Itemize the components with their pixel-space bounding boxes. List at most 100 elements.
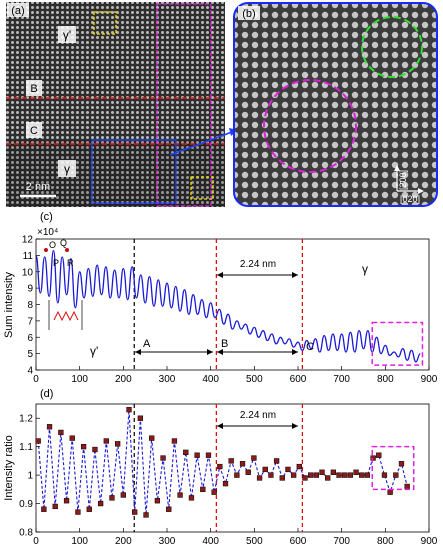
- data-point: [149, 435, 155, 441]
- data-point: [393, 472, 399, 478]
- data-point: [188, 495, 195, 501]
- y-tick-label: 6: [27, 333, 33, 344]
- data-point: [285, 466, 291, 473]
- panel-d: (d) 0.8 0.9 1 1.1 1.2 0 100 200 300 400 500 600 700…: [3, 388, 438, 547]
- point-p-label: P: [53, 258, 59, 268]
- direction-vertical-label: [2̄00]: [398, 170, 408, 190]
- region-a-label: A: [143, 338, 151, 350]
- phase-label-bottom-box: [58, 160, 76, 177]
- data-point: [177, 492, 183, 498]
- data-point: [137, 415, 144, 421]
- data-point: [115, 441, 121, 447]
- data-point: [279, 475, 285, 481]
- scale-bar-label: 2 nm: [26, 181, 50, 193]
- panel-a: (a) γ' γ B C 2 nm: [6, 2, 238, 207]
- data-point: [132, 509, 138, 515]
- y-tick-label: 5: [27, 349, 33, 360]
- x-tick-label: 300: [159, 536, 176, 547]
- data-point: [398, 461, 405, 467]
- phase-label-top-box: [58, 26, 76, 43]
- data-point: [319, 469, 325, 475]
- arrow-a-left: [135, 349, 141, 355]
- marker-c-box: [26, 122, 42, 138]
- data-point: [262, 466, 268, 473]
- panel-c-span: 2.24 nm: [217, 259, 298, 278]
- data-point: [381, 472, 388, 478]
- panel-a-label: (a): [11, 5, 24, 17]
- panel-c-y-ticks: 4 5 6 7 8 9 10 11 12: [22, 235, 40, 377]
- data-point: [273, 458, 280, 464]
- data-point: [80, 444, 87, 450]
- x-tick-label: 100: [71, 374, 88, 385]
- y-tick-label: 1.2: [19, 414, 33, 425]
- point-q-label: Q: [60, 238, 67, 248]
- green-circle: [361, 16, 423, 78]
- panel-d-axes: [35, 403, 430, 533]
- direction-arrow-up-head: [394, 165, 400, 171]
- data-point: [228, 458, 234, 464]
- marker-b-box: [26, 80, 42, 96]
- panel-b-label: (b): [242, 8, 255, 20]
- data-point: [336, 472, 342, 478]
- data-point: [194, 452, 200, 458]
- data-point: [347, 472, 354, 478]
- panel-c-multiplier: ×10⁴: [37, 227, 58, 238]
- data-point: [171, 438, 178, 444]
- data-point: [126, 407, 132, 413]
- x-tick-label: 400: [202, 536, 219, 547]
- data-point: [222, 480, 229, 487]
- data-point: [52, 503, 58, 510]
- data-point: [41, 506, 47, 512]
- data-point: [359, 472, 365, 478]
- data-point: [160, 455, 166, 461]
- x-tick-label: 800: [377, 374, 394, 385]
- x-tick-label: 0: [33, 374, 39, 385]
- panel-b-image: [233, 2, 438, 207]
- data-point: [251, 455, 257, 461]
- panel-a-label-box: [7, 3, 29, 17]
- data-point: [166, 506, 172, 512]
- y-tick-label: 8: [27, 300, 33, 311]
- point-r-label: R: [67, 258, 74, 268]
- data-point: [120, 492, 126, 498]
- data-point: [205, 452, 212, 458]
- panel-c-ylabel: Sum intensity: [3, 271, 15, 338]
- region-b-label: B: [221, 338, 228, 350]
- point-o-label: O: [49, 240, 56, 250]
- y-tick-label: 1: [27, 471, 33, 482]
- data-point: [69, 435, 75, 441]
- panel-b: (b) [2̄00] [020]: [233, 2, 438, 207]
- panel-d-series: [35, 407, 410, 518]
- data-point: [109, 495, 115, 501]
- data-point: [245, 469, 251, 475]
- span-label-d: 2.24 nm: [240, 410, 276, 421]
- panel-a-image: [6, 2, 225, 207]
- panel-c: (c) ×10⁴ 4 5 6 7 8 9 10 11 12 0 100 200 300 400 500 60…: [3, 211, 438, 385]
- marker-b: B: [30, 83, 37, 95]
- data-point: [58, 429, 64, 436]
- data-point: [387, 489, 393, 495]
- zigzag-marker: [53, 310, 79, 322]
- x-tick-label: 200: [115, 536, 132, 547]
- zoom-arrow: [169, 131, 233, 156]
- direction-arrow-right-head: [418, 188, 424, 194]
- data-point: [143, 512, 149, 518]
- y-tick-label: 12: [22, 235, 34, 246]
- highlight-box: [371, 445, 415, 491]
- data-point: [290, 472, 297, 478]
- yellow-box-top: [93, 11, 117, 35]
- data-point: [35, 438, 41, 444]
- panel-c-vertical-lines: [133, 239, 303, 370]
- magenta-circle: [263, 79, 357, 173]
- y-tick-label: 7: [27, 316, 33, 327]
- x-tick-label: 700: [333, 374, 350, 385]
- panel-d-highlight: [371, 445, 415, 491]
- panel-c-highlight: [371, 321, 424, 366]
- data-point: [200, 486, 206, 492]
- data-point: [296, 463, 302, 470]
- data-point: [234, 472, 240, 478]
- panel-c-series: [35, 249, 421, 363]
- y-tick-label: 4: [27, 366, 33, 377]
- data-point: [342, 472, 348, 478]
- y-tick-label: 0.9: [19, 499, 33, 510]
